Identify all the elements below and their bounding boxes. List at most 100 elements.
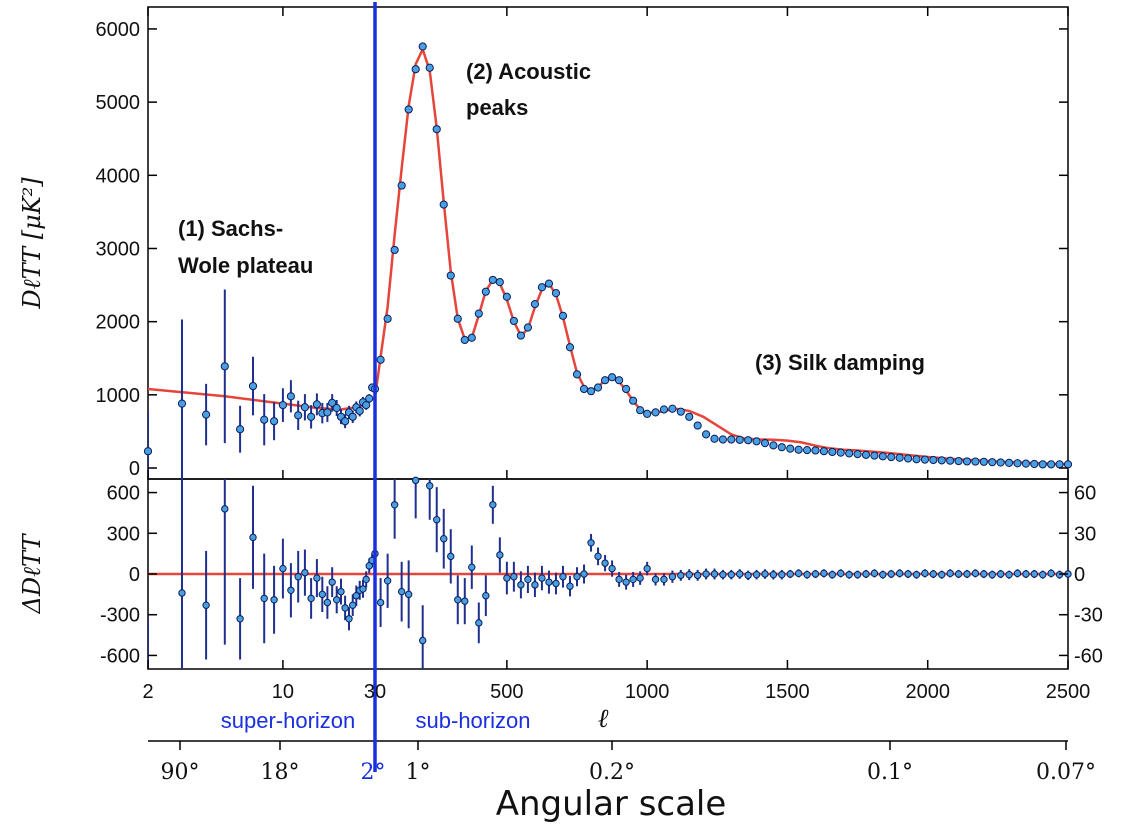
residual-point [249,533,257,542]
residual-point [345,615,353,623]
residual-point [475,619,483,627]
residual-point [573,573,581,581]
x-tick-label: 1500 [765,681,810,703]
residual-point [769,570,778,579]
data-point [348,412,357,421]
data-point [718,435,728,444]
residual-point [629,575,637,584]
x-tick-label: 500 [490,681,523,703]
data-point [376,355,385,364]
data-point [537,283,547,292]
residual-point [963,570,971,578]
data-point [651,408,660,417]
data-point [895,453,904,462]
residual-point [727,570,736,579]
data-point [328,398,337,407]
data-point [516,331,525,340]
data-point [248,381,258,391]
residual-point [531,581,539,589]
residual-point [643,564,651,573]
angular-tick-label: 90° [161,760,200,785]
data-point [929,455,938,465]
data-point [202,410,211,419]
residual-point [921,569,929,578]
residual-point [710,570,719,578]
sachs-wolfe-label-line1: (1) Sachs- [178,216,283,241]
residual-point [337,587,345,596]
residual-point [651,575,660,584]
residual-point [552,579,560,588]
x-tick-label: 2 [142,681,153,703]
data-point [446,271,455,280]
residual-point [503,574,511,582]
acoustic-peaks-label-line2: peaks [466,95,528,120]
residual-point [411,476,420,485]
residual-point [862,570,870,578]
angular-tick-label: 1° [406,760,431,785]
data-point [312,400,321,409]
residual-point [390,501,399,509]
residual-point [1013,569,1022,578]
data-point [607,373,617,382]
residual-point [1039,570,1047,579]
data-point [269,417,279,426]
data-point [836,448,845,457]
data-point [411,65,420,74]
residual-point [362,575,370,584]
data-point [912,455,921,464]
data-point [278,400,288,410]
residual-right-tick-label: 0 [1074,564,1085,586]
data-point [362,400,371,410]
data-point [752,437,761,446]
y-tick-label: 4000 [96,165,141,187]
residual-point [693,571,702,580]
data-point [996,458,1005,467]
data-point [509,316,518,326]
residual-point [559,573,567,581]
data-point [390,245,399,255]
data-point [439,200,448,209]
residual-point [383,577,392,585]
data-point [629,396,638,405]
silk-damping-label: (3) Silk damping [755,350,925,375]
angular-scale-title: Angular scale [496,784,727,824]
residual-point [929,570,938,578]
data-point [979,457,988,466]
data-point [1063,460,1073,469]
angular-tick-label: 0.2° [589,760,635,785]
acoustic-peaks-label-line1: (2) Acoustic [466,59,591,84]
y-tick-label: 1000 [96,385,141,407]
data-point [220,362,229,371]
data-point [777,443,786,452]
residual-point [660,575,668,584]
residual-point [615,575,623,584]
data-point [355,406,364,416]
top-panel-frame [147,6,1069,480]
residual-point [946,569,954,578]
data-point [260,415,269,424]
residual-point [279,564,287,573]
residual-point [341,604,349,612]
data-point [544,279,554,288]
data-point [769,441,778,450]
data-point [551,289,561,298]
sub-horizon-label: sub-horizon [416,708,531,733]
data-point [432,125,441,134]
data-point [659,405,669,414]
residual-point [828,570,837,579]
residual-point [820,569,828,578]
residual-point [524,575,532,584]
data-point [1055,460,1064,469]
residual-right-tick-label: 60 [1074,483,1096,505]
residual-point [778,570,786,579]
residual-point [352,592,360,600]
residual-point [744,571,752,580]
residual-point [702,570,710,578]
x-tick-label: 2000 [905,681,950,703]
data-point [397,181,406,190]
angular-tick-label: 18° [261,760,300,785]
residual-right-tick-label: 30 [1074,523,1096,545]
residual-point [904,570,912,578]
residual-point [307,594,315,603]
residual-point [517,581,525,589]
